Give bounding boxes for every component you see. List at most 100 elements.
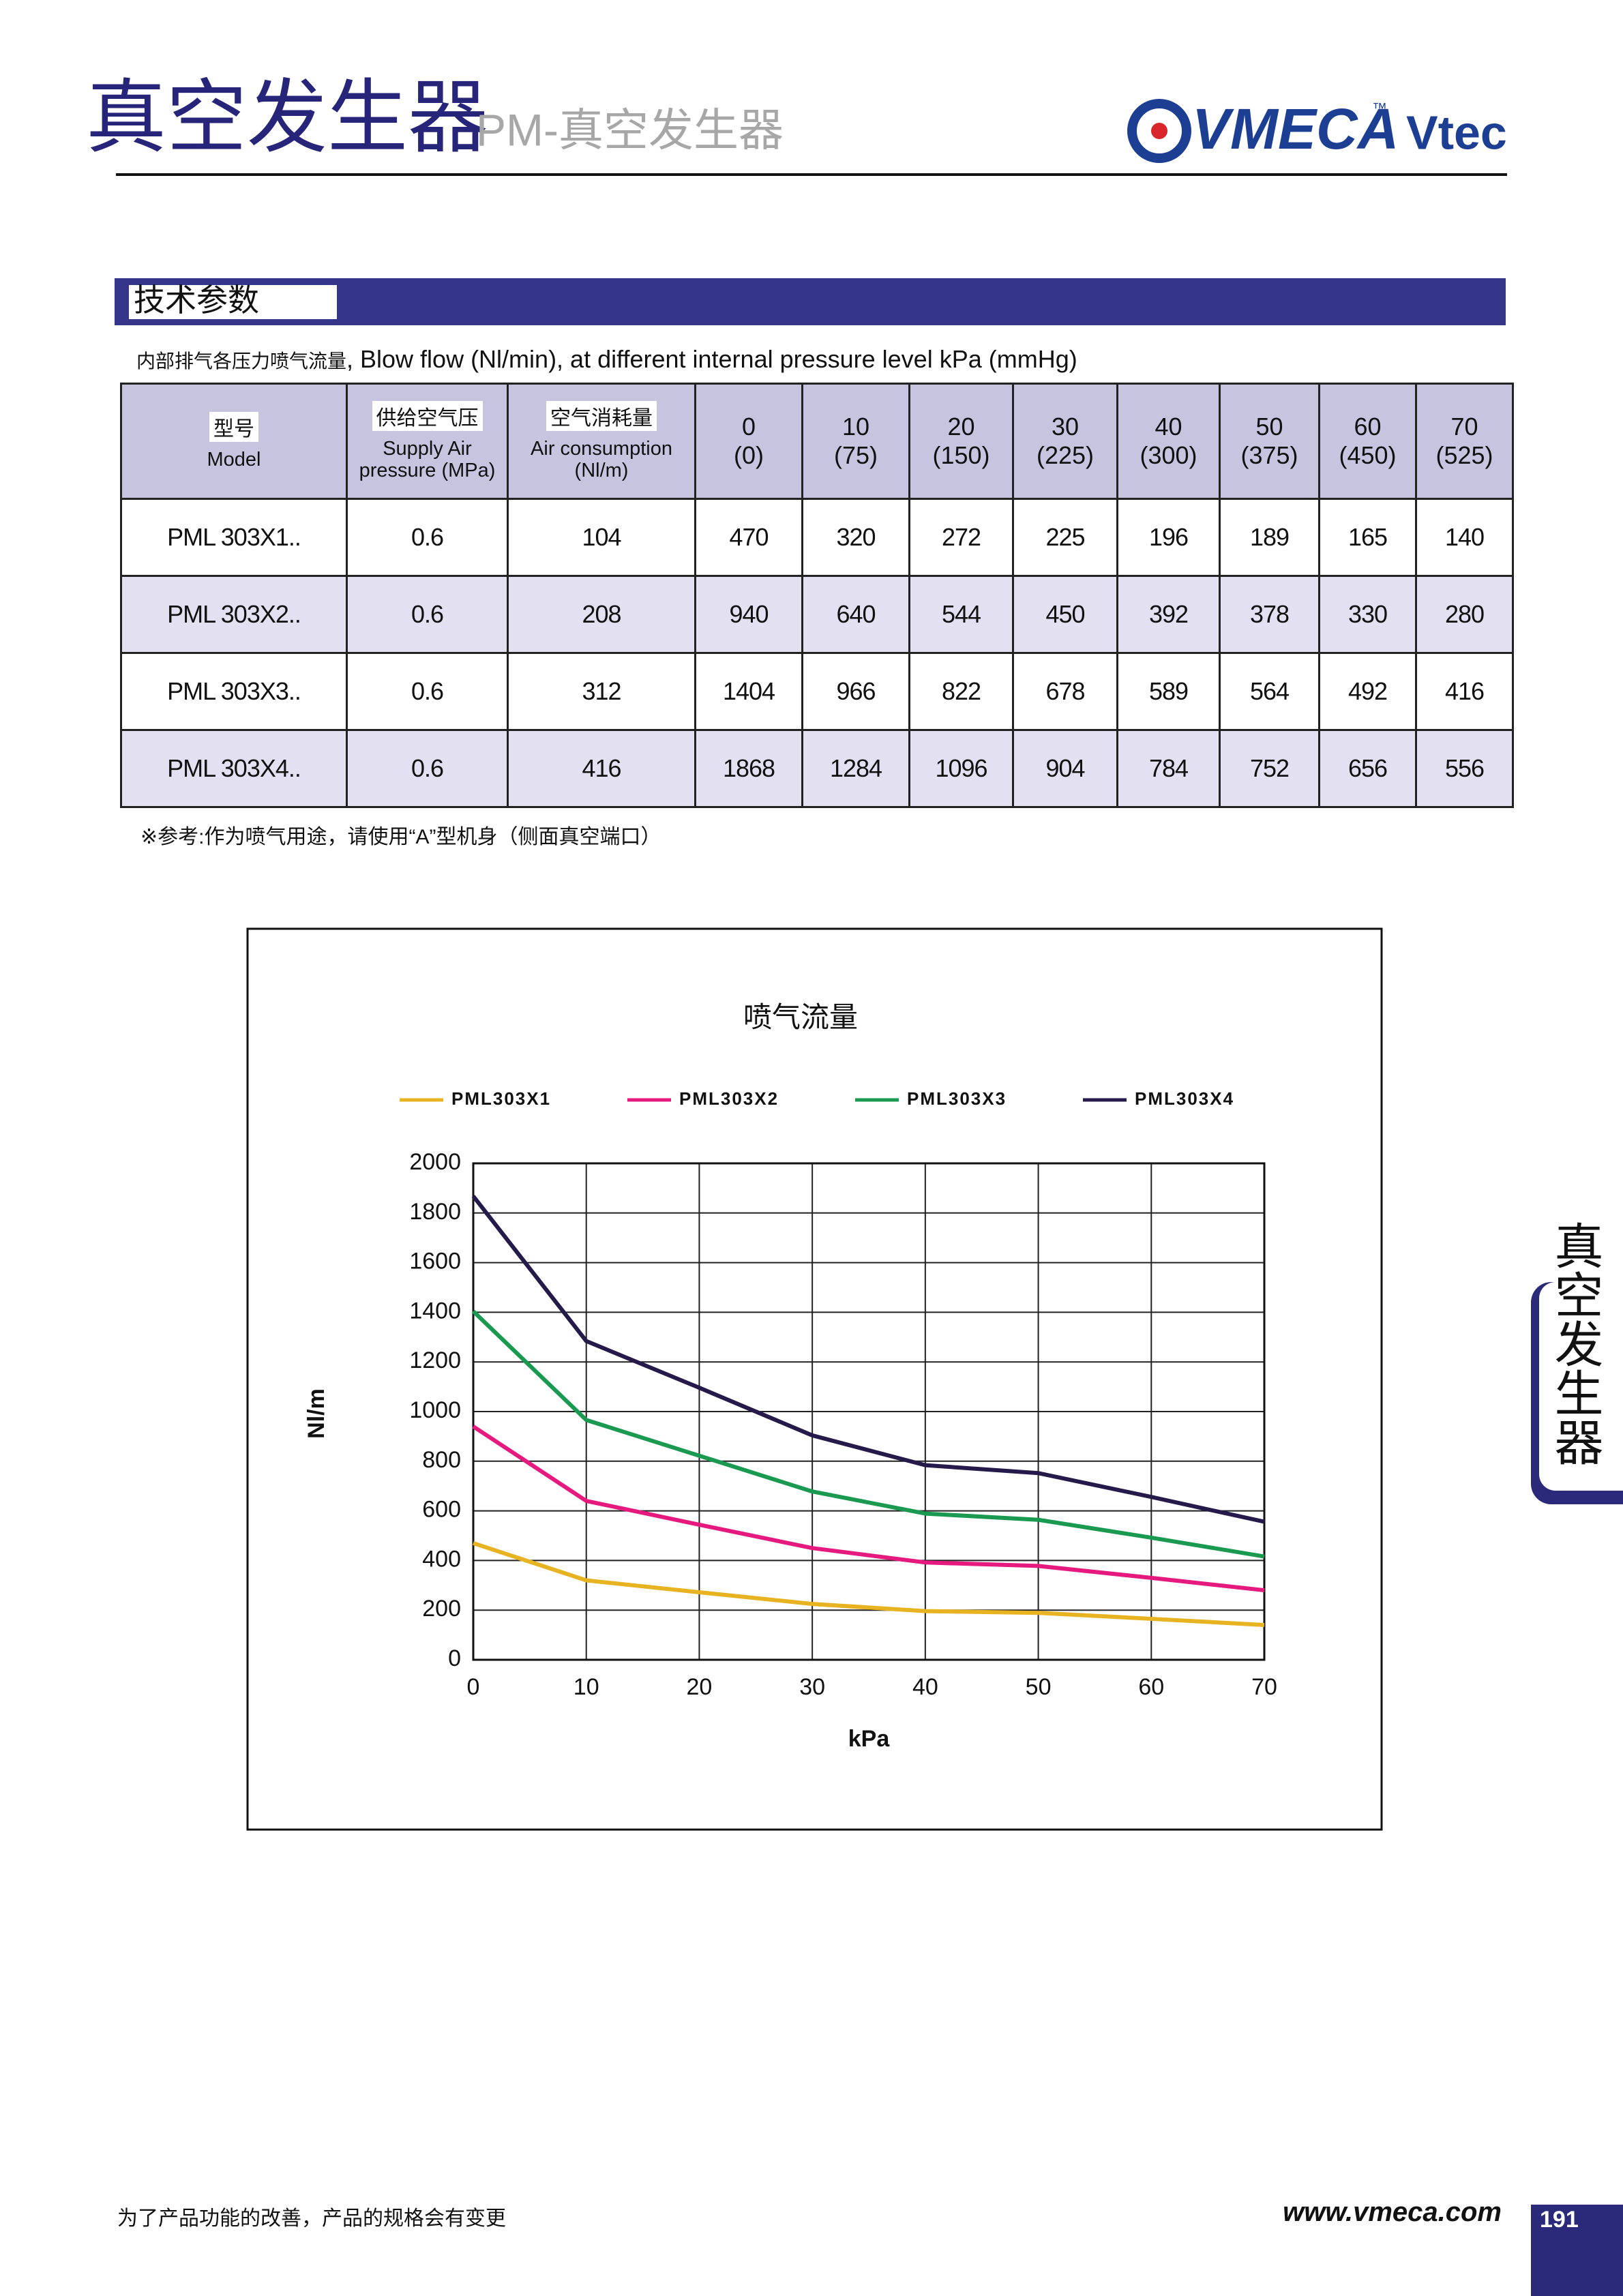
pressure-header: 40 (300) [1116, 383, 1221, 500]
logo-text: VMECA [1192, 97, 1399, 161]
header-en: Air consumption (Nl/m) [531, 438, 672, 481]
page-number-box [1531, 2205, 1623, 2296]
header-en: Model [207, 449, 261, 471]
series-line [472, 1425, 1265, 1593]
value-cell: 544 [908, 575, 1014, 654]
header-cell: 空气消耗量 Air consumption (Nl/m) [507, 383, 696, 500]
logo-vtec: Vtec [1406, 106, 1507, 159]
y-tick-label: 800 [422, 1447, 461, 1473]
header-cn: 型号 [209, 412, 258, 442]
x-tick-label: 40 [912, 1674, 938, 1700]
header-cell: 型号 Model [120, 383, 348, 500]
value-cell: 0.6 [346, 652, 509, 731]
pressure-mmhg: (75) [833, 441, 878, 469]
model-cell: PML 303X3.. [120, 652, 348, 731]
page-subtitle: PM-真空发生器 [476, 104, 784, 155]
value-cell: 330 [1318, 575, 1417, 654]
legend-label: PML303X4 [1135, 1088, 1234, 1109]
value-cell: 784 [1116, 729, 1221, 808]
value-cell: 0.6 [346, 729, 509, 808]
page-number: 191 [1540, 2207, 1579, 2233]
pressure-header: 50 (375) [1219, 383, 1320, 500]
value-cell: 416 [1415, 652, 1514, 731]
chart-title: 喷气流量 [743, 1001, 858, 1033]
value-cell: 678 [1012, 652, 1118, 731]
x-axis-label: kPa [848, 1726, 891, 1752]
value-cell: 450 [1012, 575, 1118, 654]
value-cell: 966 [801, 652, 910, 731]
pressure-mmhg: (450) [1339, 441, 1397, 469]
pressure-kpa: 0 [741, 413, 756, 441]
pressure-mmhg: (300) [1140, 441, 1197, 469]
y-tick-label: 1800 [409, 1199, 461, 1225]
pressure-kpa: 10 [842, 413, 870, 441]
table-caption: 内部排气各压力喷气流量, Blow flow (Nl/min), at diff… [136, 345, 1077, 374]
value-cell: 1868 [694, 729, 803, 808]
value-cell: 556 [1415, 729, 1514, 808]
y-axis-label: Nl/m [303, 1388, 329, 1439]
pressure-header: 10 (75) [801, 383, 910, 500]
logo-dot [1151, 123, 1167, 139]
pressure-kpa: 40 [1155, 413, 1182, 441]
pressure-kpa: 60 [1354, 413, 1382, 441]
pressure-kpa: 20 [947, 413, 975, 441]
y-tick-label: 0 [448, 1645, 461, 1671]
y-tick-label: 1200 [409, 1347, 461, 1373]
pressure-header: 70 (525) [1415, 383, 1514, 500]
x-tick-label: 30 [799, 1674, 825, 1700]
series-line [473, 1541, 1265, 1628]
series-line [471, 1309, 1265, 1559]
x-tick-label: 20 [687, 1674, 713, 1700]
y-tick-label: 1400 [409, 1298, 461, 1324]
x-tick-label: 60 [1138, 1674, 1164, 1700]
table-row: PML 303X1.. 0.6 104 470 320 272 225 196 189 165 14… [120, 498, 1514, 577]
spec-table: 型号 Model 供给空气压 Supply Air pressure (MPa) 空气消… [120, 383, 1514, 808]
model-cell: PML 303X1.. [120, 498, 348, 577]
x-tick-label: 70 [1251, 1674, 1277, 1700]
model-cell: PML 303X2.. [120, 575, 348, 654]
value-cell: 104 [507, 498, 696, 577]
value-cell: 272 [908, 498, 1014, 577]
value-cell: 378 [1219, 575, 1320, 654]
model-cell: PML 303X4.. [120, 729, 348, 808]
value-cell: 1284 [801, 729, 910, 808]
side-tab-inner [1539, 1282, 1623, 1491]
chart-frame [246, 927, 1383, 1831]
pressure-kpa: 70 [1450, 413, 1478, 441]
y-tick-label: 1600 [409, 1249, 461, 1274]
x-tick-label: 10 [574, 1674, 599, 1700]
caption-en: , Blow flow (Nl/min), at different inter… [346, 345, 1077, 373]
section-title: 技术参数 [134, 282, 259, 318]
value-cell: 822 [908, 652, 1014, 731]
value-cell: 904 [1012, 729, 1118, 808]
table: 型号 Model 供给空气压 Supply Air pressure (MPa) 空气消… [120, 383, 1514, 808]
section-bar [115, 278, 1506, 325]
table-row: PML 303X4.. 0.6 416 1868 1284 1096 904 784 752 65… [120, 729, 1514, 808]
table-row: PML 303X2.. 0.6 208 940 640 544 450 392 378 330 28… [120, 575, 1514, 654]
series-line [471, 1195, 1265, 1524]
legend-label: PML303X3 [907, 1088, 1007, 1109]
value-cell: 392 [1116, 575, 1221, 654]
logo-tm: ™ [1372, 100, 1387, 117]
pressure-header: 30 (225) [1012, 383, 1118, 500]
x-tick-label: 0 [467, 1674, 480, 1700]
table-note: ※参考:作为喷气用途，请使用“A”型机身（侧面真空端口） [140, 826, 661, 848]
value-cell: 280 [1415, 575, 1514, 654]
pressure-kpa: 30 [1051, 413, 1079, 441]
value-cell: 189 [1219, 498, 1320, 577]
pressure-kpa: 50 [1255, 413, 1283, 441]
pressure-mmhg: (0) [734, 441, 764, 469]
value-cell: 492 [1318, 652, 1417, 731]
section-label-box [129, 285, 337, 319]
value-cell: 656 [1318, 729, 1417, 808]
value-cell: 140 [1415, 498, 1514, 577]
y-tick-label: 200 [422, 1596, 461, 1622]
value-cell: 640 [801, 575, 910, 654]
value-cell: 564 [1219, 652, 1320, 731]
caption-cn: 内部排气各压力喷气流量 [136, 351, 347, 372]
value-cell: 0.6 [346, 498, 509, 577]
header-cell: 供给空气压 Supply Air pressure (MPa) [346, 383, 509, 500]
value-cell: 1096 [908, 729, 1014, 808]
